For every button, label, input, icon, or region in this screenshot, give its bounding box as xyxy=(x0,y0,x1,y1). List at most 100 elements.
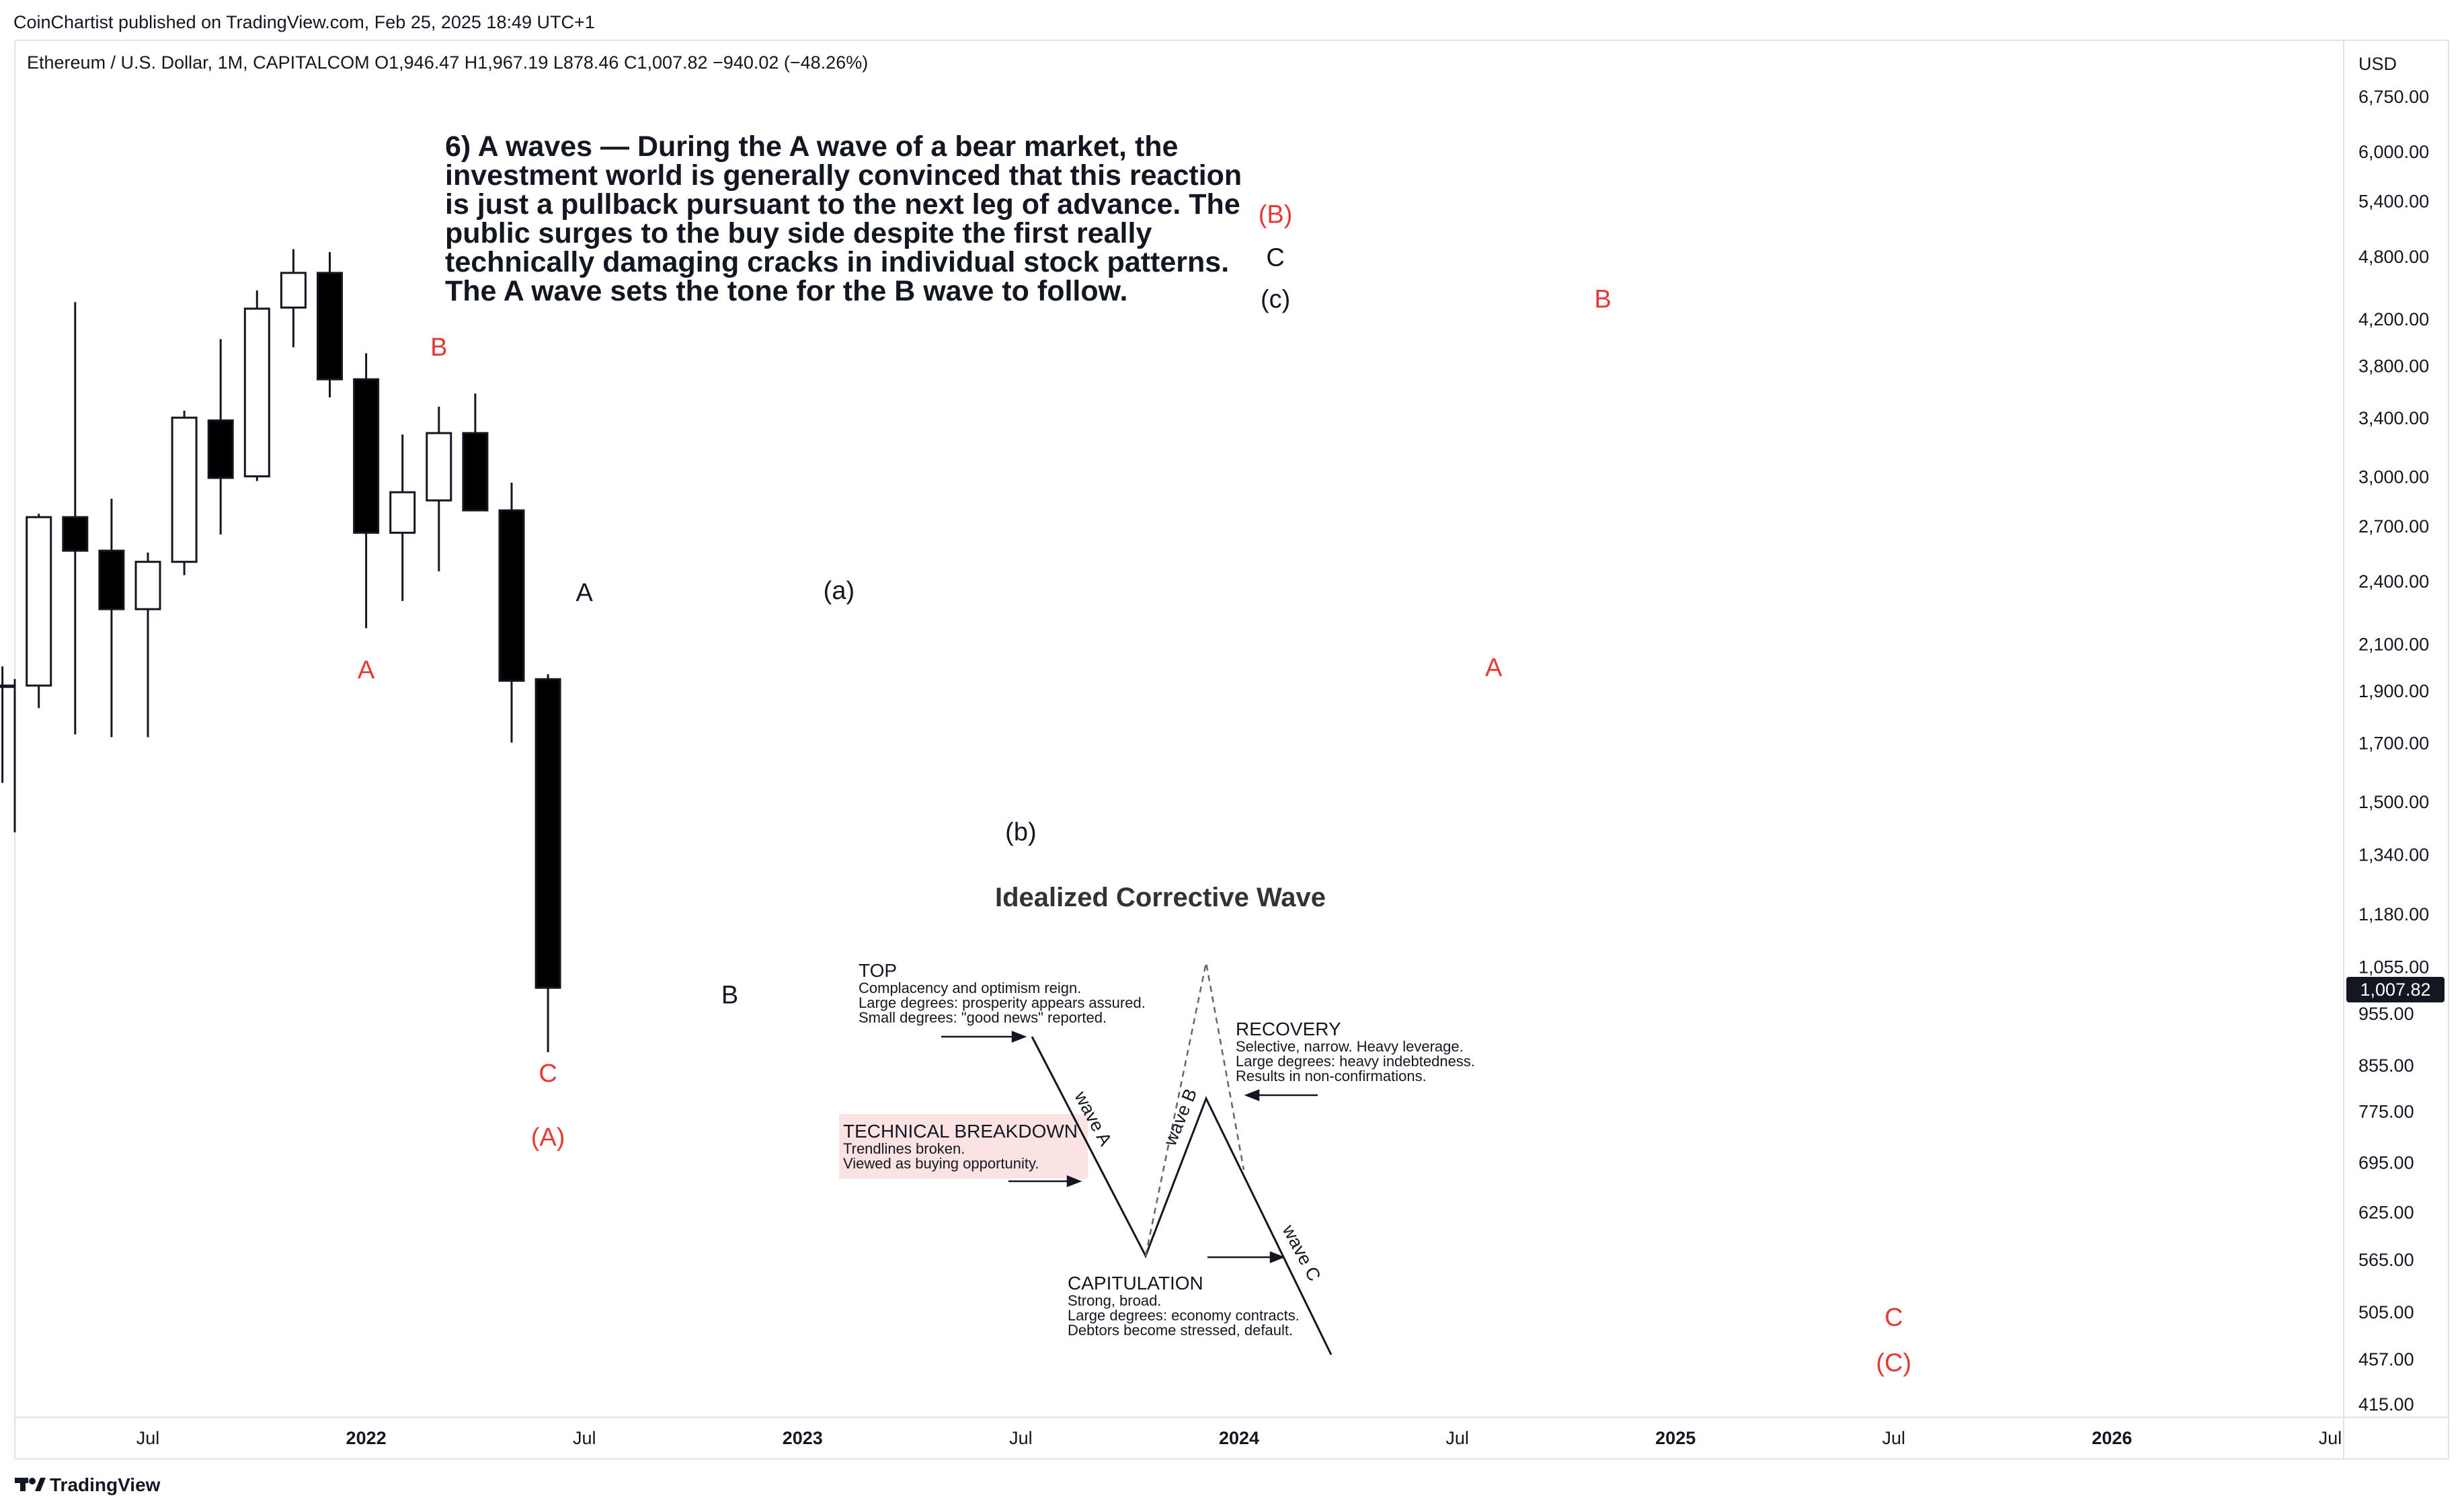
candle xyxy=(353,353,380,629)
y-axis[interactable]: 6,750.00 6,000.00 5,400.00 4,800.00 4,200.00… xyxy=(2358,87,2429,1415)
candle-body xyxy=(462,432,489,512)
y-tick-label: 565.00 xyxy=(2358,1250,2414,1270)
candle-body xyxy=(134,561,161,610)
top-line: Complacency and optimism reign. xyxy=(859,980,1081,996)
recovery-line: Results in non-confirmations. xyxy=(1236,1068,1427,1084)
annotation-line: public surges to the buy side despite th… xyxy=(445,217,1152,249)
wave-label: (a) xyxy=(824,577,855,605)
y-tick-label: 1,055.00 xyxy=(2358,957,2429,977)
last-price-value: 1,007.82 xyxy=(2360,980,2430,1000)
breakdown-heading: TECHNICAL BREAKDOWN xyxy=(843,1121,1078,1142)
candle xyxy=(98,498,125,738)
arrow-icon xyxy=(1244,1089,1318,1101)
wave-label: C xyxy=(1884,1304,1903,1332)
candle-body xyxy=(498,509,525,682)
y-tick-label: 4,200.00 xyxy=(2358,309,2429,329)
candle-body xyxy=(389,491,416,534)
x-axis[interactable]: Jul 2022 Jul 2023 Jul 2024 Jul 2025 Jul 2026 Jul xyxy=(136,1428,2342,1448)
candle-body xyxy=(243,307,270,478)
candlestick-series xyxy=(0,249,561,1053)
y-tick-label: 3,000.00 xyxy=(2358,467,2429,487)
annotation-line: is just a pullback pursuant to the next … xyxy=(445,188,1240,221)
y-tick-label: 3,400.00 xyxy=(2358,408,2429,428)
y-tick-label: 2,700.00 xyxy=(2358,516,2429,537)
capitulation-note: CAPITULATION Strong, broad. Large degree… xyxy=(1068,1273,1300,1339)
recovery-line: Selective, narrow. Heavy leverage. xyxy=(1236,1038,1464,1055)
wave-b-label: wave B xyxy=(1160,1086,1201,1149)
wave-label: B xyxy=(1594,285,1611,313)
breakdown-highlight xyxy=(839,1114,1088,1179)
wave-label: C xyxy=(539,1060,557,1088)
annotation-text-block: 6) A waves — During the A wave of a bear… xyxy=(445,130,1242,307)
y-tick-label: 1,500.00 xyxy=(2358,792,2429,812)
candle xyxy=(134,552,161,738)
y-tick-label: 3,800.00 xyxy=(2358,356,2429,376)
x-tick-label: Jul xyxy=(1882,1428,1906,1448)
candle-body xyxy=(26,516,52,687)
candle xyxy=(317,251,343,398)
x-tick-label: Jul xyxy=(136,1428,160,1448)
y-tick-label: 505.00 xyxy=(2358,1302,2414,1322)
diagram-title: Idealized Corrective Wave xyxy=(995,883,1326,912)
candle xyxy=(426,407,452,571)
wave-label: B xyxy=(430,333,447,362)
candle-body xyxy=(353,378,380,534)
y-tick-label: 1,900.00 xyxy=(2358,681,2429,701)
arrow-icon xyxy=(1207,1251,1285,1263)
tradingview-logo[interactable]: TradingView xyxy=(15,1474,161,1495)
y-tick-label: 855.00 xyxy=(2358,1056,2414,1076)
y-tick-label: 1,340.00 xyxy=(2358,845,2429,865)
y-tick-label: 625.00 xyxy=(2358,1202,2414,1222)
capitulation-line: Strong, broad. xyxy=(1068,1292,1161,1309)
wave-label: (b) xyxy=(1005,818,1036,846)
candle xyxy=(462,393,489,512)
candle-body xyxy=(98,549,125,610)
recovery-line: Large degrees: heavy indebtedness. xyxy=(1236,1053,1475,1070)
candle xyxy=(280,249,307,348)
recovery-heading: RECOVERY xyxy=(1236,1019,1341,1039)
capitulation-line: Debtors become stressed, default. xyxy=(1068,1322,1293,1339)
candle xyxy=(243,290,270,481)
annotation-line: technically damaging cracks in individua… xyxy=(445,246,1229,278)
candle xyxy=(498,482,525,743)
y-tick-label: 415.00 xyxy=(2358,1394,2414,1415)
capitulation-line: Large degrees: economy contracts. xyxy=(1068,1307,1300,1324)
x-tick-label: Jul xyxy=(573,1428,596,1448)
wave-label: A xyxy=(1485,653,1503,682)
wave-c-label: wave C xyxy=(1278,1221,1324,1284)
capitulation-heading: CAPITULATION xyxy=(1068,1273,1203,1294)
wave-label: C xyxy=(1266,243,1284,272)
top-note: TOP Complacency and optimism reign. Larg… xyxy=(859,960,1146,1026)
y-tick-label: 1,700.00 xyxy=(2358,733,2429,754)
candle-body xyxy=(62,516,89,552)
x-tick-label: Jul xyxy=(2319,1428,2342,1448)
candle-body xyxy=(0,684,16,688)
wave-labels: B A C (A) A B (a) (b) (B) C (c) B A C (C) xyxy=(358,201,1911,1378)
tv-logo-icon xyxy=(15,1478,46,1491)
x-tick-label: 2023 xyxy=(783,1428,823,1448)
arrow-icon xyxy=(941,1031,1027,1043)
breakdown-line: Trendlines broken. xyxy=(843,1140,965,1157)
candle-body xyxy=(317,272,343,381)
candle xyxy=(62,302,89,735)
wave-label: (c) xyxy=(1261,285,1290,313)
y-tick-label: 4,800.00 xyxy=(2358,247,2429,267)
y-tick-label: 2,400.00 xyxy=(2358,571,2429,592)
candle-body xyxy=(171,416,198,563)
x-tick-label: Jul xyxy=(1009,1428,1033,1448)
y-tick-label: 6,000.00 xyxy=(2358,142,2429,162)
wave-label: B xyxy=(721,981,738,1009)
candle xyxy=(171,411,198,575)
wave-path-dashed xyxy=(1144,962,1245,1257)
wave-label: A xyxy=(358,656,375,684)
corrective-wave-diagram: Idealized Corrective Wave wave A wave B … xyxy=(839,883,1475,1355)
recovery-note: RECOVERY Selective, narrow. Heavy levera… xyxy=(1236,1019,1475,1084)
candle xyxy=(0,666,16,783)
currency-label: USD xyxy=(2358,54,2397,74)
annotation-line: investment world is generally convinced … xyxy=(445,159,1242,192)
candle-body xyxy=(207,419,234,479)
x-tick-label: 2022 xyxy=(346,1428,387,1448)
wave-label: A xyxy=(576,579,594,607)
x-tick-label: 2025 xyxy=(1655,1428,1696,1448)
